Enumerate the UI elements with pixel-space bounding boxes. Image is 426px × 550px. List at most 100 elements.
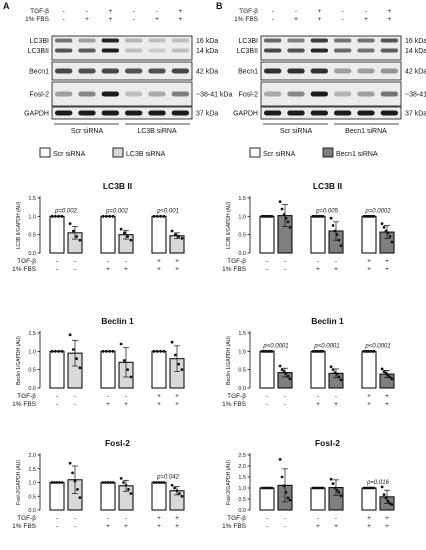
- treatment-sign: -: [74, 266, 76, 273]
- treatment-sign: -: [107, 393, 109, 400]
- data-point: [337, 375, 341, 379]
- blot-box: [51, 81, 193, 107]
- data-point: [177, 235, 181, 238]
- bar: [100, 481, 116, 511]
- data-point: [333, 371, 337, 374]
- data-point: [390, 377, 394, 381]
- data-point: [50, 481, 54, 484]
- blot-band: [287, 91, 305, 97]
- treatment-label: TGF-β: [17, 515, 36, 522]
- blot-label: LC3BI: [30, 38, 50, 45]
- blot-box: [260, 106, 402, 120]
- kda-label: 16 kDa: [405, 38, 426, 45]
- data-point: [157, 481, 161, 484]
- treatment-label: 1% FBS: [222, 266, 247, 273]
- blot-band: [264, 91, 282, 97]
- data-point: [329, 477, 333, 481]
- data-point: [76, 487, 79, 491]
- data-point: [50, 349, 54, 353]
- treatment-label: TGF-β: [30, 8, 49, 15]
- data-point: [262, 486, 266, 490]
- data-point: [286, 220, 290, 224]
- blot-band: [101, 110, 119, 116]
- data-point: [160, 481, 163, 484]
- data-point: [284, 216, 288, 220]
- bar: [49, 481, 65, 511]
- data-point: [71, 229, 75, 233]
- data-point: [119, 342, 123, 346]
- legend-swatch: [249, 147, 261, 158]
- y-tick-label: 0.0: [28, 386, 36, 392]
- data-point: [53, 349, 57, 353]
- treatment-sign: +: [178, 16, 182, 23]
- data-point: [162, 214, 166, 218]
- data-point: [331, 482, 335, 485]
- treatment-sign: +: [157, 515, 161, 522]
- data-point: [268, 486, 272, 490]
- legend-label: LC3B siRNA: [126, 151, 166, 158]
- blot-band: [264, 48, 282, 53]
- treatment-sign: -: [133, 16, 135, 23]
- blot-band: [334, 110, 352, 116]
- data-point: [335, 233, 339, 237]
- data-point: [335, 372, 339, 376]
- treatment-sign: -: [74, 258, 76, 265]
- blot-band: [55, 38, 73, 43]
- treatment-sign: +: [316, 266, 320, 273]
- data-point: [266, 214, 270, 218]
- data-point: [122, 481, 125, 484]
- bar: [361, 487, 377, 511]
- data-point: [321, 214, 325, 218]
- treatment-sign: -: [335, 258, 337, 265]
- data-point: [390, 503, 394, 506]
- data-point: [284, 371, 288, 375]
- treatment-sign: -: [56, 393, 58, 400]
- legend-swatch: [112, 147, 124, 158]
- treatment-sign: -: [107, 515, 109, 522]
- treatment-label: TGF-β: [17, 258, 36, 265]
- chart-b-beclin: Beclin 1 Beclin 1/GAPDH (AU) 0.0 0.5 1.0 1.5 p…: [222, 316, 395, 408]
- bar: [259, 215, 275, 254]
- treatment-sign: -: [266, 266, 268, 273]
- treatment-sign: -: [284, 393, 286, 400]
- bar: [310, 487, 326, 511]
- data-point: [170, 340, 174, 344]
- data-point: [68, 333, 72, 337]
- data-point: [155, 214, 159, 218]
- treatment-sign: -: [317, 258, 319, 265]
- blot-band: [357, 110, 375, 116]
- bar: [151, 350, 167, 389]
- treatment-sign: -: [266, 258, 268, 265]
- data-point: [162, 349, 166, 353]
- treatment-sign: -: [272, 8, 274, 15]
- treatment-sign: -: [317, 515, 319, 522]
- data-point: [280, 475, 284, 479]
- data-point: [264, 349, 268, 353]
- blot-band: [55, 48, 73, 53]
- data-point: [68, 222, 72, 226]
- data-point: [319, 349, 323, 353]
- treatment-sign: +: [316, 523, 320, 530]
- data-point: [122, 359, 126, 362]
- data-point: [78, 366, 82, 370]
- treatment-sign: -: [133, 8, 135, 15]
- treatment-label: TGF-β: [17, 393, 36, 400]
- data-point: [331, 368, 335, 372]
- treatment-sign: -: [335, 393, 337, 400]
- blot-band: [101, 68, 119, 74]
- data-point: [71, 348, 75, 351]
- blot-box: [260, 61, 402, 81]
- y-tick-label: 1.0: [28, 349, 36, 355]
- data-point: [337, 491, 341, 494]
- data-point: [288, 377, 292, 381]
- data-point: [317, 486, 321, 490]
- y-tick-label: 2.5: [238, 453, 246, 459]
- treatment-label: TGF-β: [227, 393, 246, 400]
- y-tick-label: 2.0: [28, 453, 36, 459]
- data-point: [155, 349, 159, 353]
- blot-box: [51, 61, 193, 81]
- treatment-sign: -: [284, 258, 286, 265]
- treatment-sign: +: [385, 401, 389, 408]
- blot-band: [287, 68, 305, 74]
